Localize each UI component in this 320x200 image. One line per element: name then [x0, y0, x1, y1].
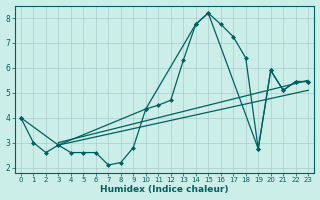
X-axis label: Humidex (Indice chaleur): Humidex (Indice chaleur) [100, 185, 229, 194]
